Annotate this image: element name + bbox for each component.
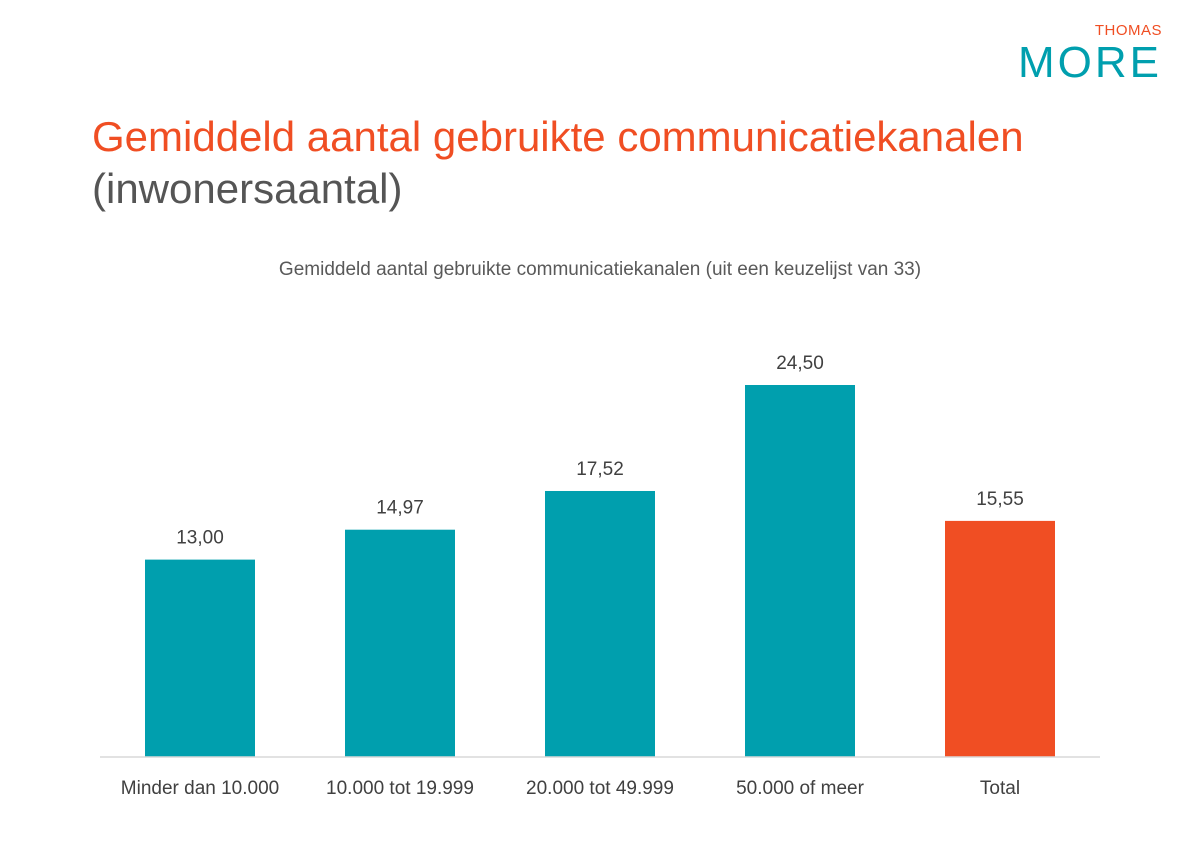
logo-main-text: MORE bbox=[1018, 38, 1162, 87]
category-label-3: 20.000 tot 49.999 bbox=[526, 778, 674, 799]
value-label-2: 14,97 bbox=[376, 498, 424, 519]
bars-group: 13,00 Minder dan 10.000 14,97 10.000 tot 19… bbox=[121, 353, 1055, 799]
logo-top-text: THOMAS bbox=[1094, 22, 1162, 39]
bar-1 bbox=[145, 559, 255, 757]
chart-title: Gemiddeld aantal gebruikte communicatiek… bbox=[279, 259, 921, 280]
value-label-1: 13,00 bbox=[176, 528, 224, 549]
bar-2 bbox=[345, 529, 455, 757]
category-label-1: Minder dan 10.000 bbox=[121, 778, 279, 799]
category-label-4: 50.000 of meer bbox=[736, 778, 864, 799]
category-label-5: Total bbox=[980, 778, 1020, 799]
bar-5 bbox=[945, 520, 1055, 757]
value-label-3: 17,52 bbox=[576, 459, 624, 480]
page-title: Gemiddeld aantal gebruikte communicatiek… bbox=[92, 113, 1024, 160]
bar-3 bbox=[545, 490, 655, 757]
bar-4 bbox=[745, 385, 855, 757]
page-subtitle: (inwonersaantal) bbox=[92, 165, 403, 212]
value-label-4: 24,50 bbox=[776, 353, 824, 374]
thomas-more-logo: THOMAS MORE bbox=[1018, 16, 1170, 87]
value-label-5: 15,55 bbox=[976, 489, 1024, 510]
category-label-2: 10.000 tot 19.999 bbox=[326, 778, 474, 799]
